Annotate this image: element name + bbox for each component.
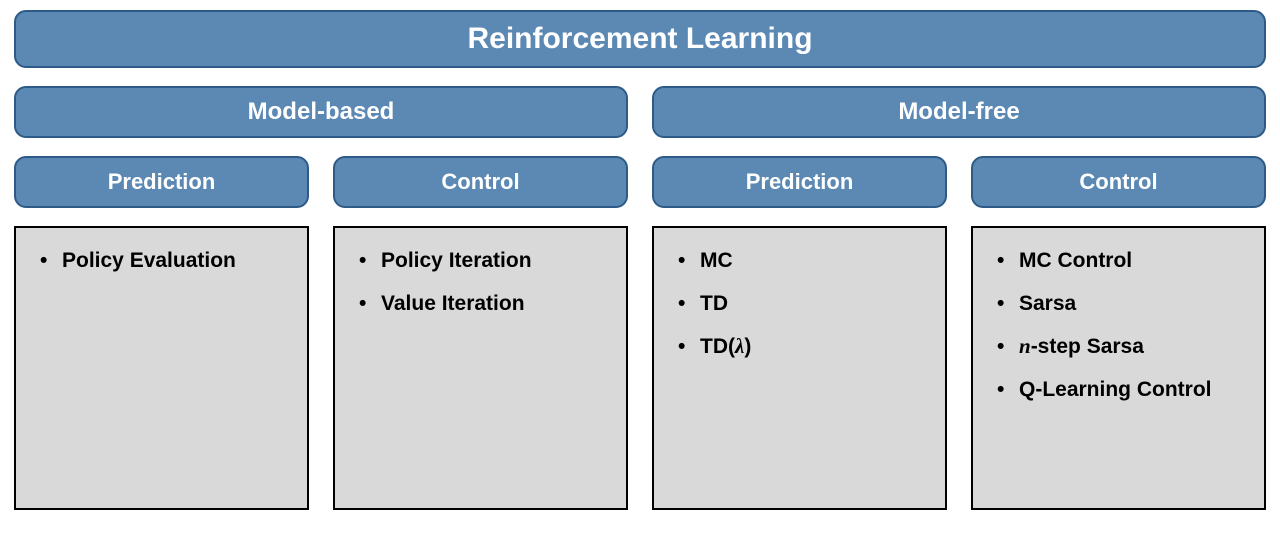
list-item: Q-Learning Control (993, 379, 1244, 400)
subcategory-box: Prediction (14, 156, 309, 208)
subcategory-box: Control (333, 156, 628, 208)
list-item: Value Iteration (355, 293, 606, 314)
item-list: MC Control Sarsa n-step Sarsa Q-Learning Co… (993, 250, 1244, 400)
list-item: Sarsa (993, 293, 1244, 314)
content-card: Policy Iteration Value Iteration (333, 226, 628, 510)
list-item: Policy Evaluation (36, 250, 287, 271)
subcategory-box: Prediction (652, 156, 947, 208)
category-model-based: Model-based (14, 86, 628, 138)
list-item: n-step Sarsa (993, 336, 1244, 357)
title-box: Reinforcement Learning (14, 10, 1266, 68)
list-item: MC (674, 250, 925, 271)
content-card: MC TD TD(λ) (652, 226, 947, 510)
item-list: Policy Evaluation (36, 250, 287, 271)
list-item: Policy Iteration (355, 250, 606, 271)
content-card: MC Control Sarsa n-step Sarsa Q-Learning Co… (971, 226, 1266, 510)
subcategory-box: Control (971, 156, 1266, 208)
category-model-free: Model-free (652, 86, 1266, 138)
list-item: TD (674, 293, 925, 314)
item-list: Policy Iteration Value Iteration (355, 250, 606, 314)
item-list: MC TD TD(λ) (674, 250, 925, 357)
list-item: TD(λ) (674, 336, 925, 357)
content-card: Policy Evaluation (14, 226, 309, 510)
list-item: MC Control (993, 250, 1244, 271)
